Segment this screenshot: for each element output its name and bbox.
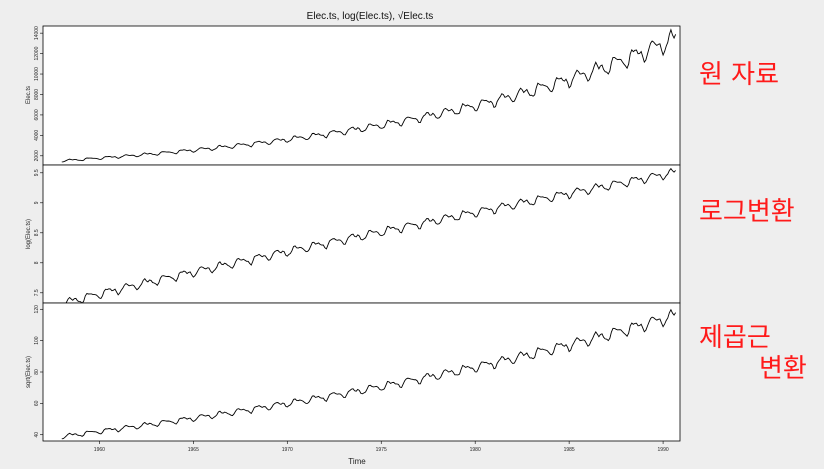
panel-raw-ytick-label: 10000 bbox=[34, 67, 40, 81]
x-axis-label: Time bbox=[348, 457, 366, 466]
annotation-sqrt-line1: 제곱근 bbox=[699, 323, 771, 353]
panel-sqrt-series-line bbox=[61, 308, 676, 440]
panel-raw-ytick-label: 14000 bbox=[34, 26, 40, 40]
panel-sqrt-ytick-label: 120 bbox=[34, 305, 40, 314]
panel-log-ytick-label: 8 bbox=[34, 261, 40, 264]
panel-raw-ytick-label: 6000 bbox=[34, 109, 40, 120]
panel-log: log(Elec.ts) 7.5 8 8.5 9 9.5 bbox=[26, 164, 681, 309]
panel-sqrt-ytick-label: 100 bbox=[34, 336, 40, 345]
chart-title: Elec.ts, log(Elec.ts), √Elec.ts bbox=[307, 10, 434, 22]
panel-sqrt-ylabel: sqrt(Elec.ts) bbox=[26, 356, 32, 388]
x-tick-label: 1965 bbox=[188, 447, 199, 453]
panel-sqrt-ytick-label: 80 bbox=[34, 369, 40, 375]
panel-raw-ytick-label: 8000 bbox=[34, 89, 40, 100]
panel-raw-ytick-label: 2000 bbox=[34, 150, 40, 161]
panel-raw-ylabel: Elec.ts bbox=[26, 86, 32, 104]
panel-sqrt-frame bbox=[42, 302, 681, 442]
x-tick-label: 1975 bbox=[376, 447, 387, 453]
panel-raw-frame bbox=[42, 25, 681, 166]
panel-log-ytick-label: 8.5 bbox=[34, 229, 40, 236]
x-tick-label: 1990 bbox=[658, 447, 669, 453]
panel-raw-ytick-label: 4000 bbox=[34, 130, 40, 141]
annotation-sqrt-line2: 변환 bbox=[759, 354, 807, 384]
panel-raw: Elec.ts 2000 4000 6000 8000 10000 12000 14000 bbox=[26, 25, 681, 166]
x-tick-label: 1960 bbox=[94, 447, 105, 453]
x-tick-label: 1985 bbox=[564, 447, 575, 453]
panel-raw-ytick-label: 12000 bbox=[34, 46, 40, 60]
panel-raw-series-line bbox=[61, 28, 677, 163]
x-tick-label: 1970 bbox=[282, 447, 293, 453]
annotation-raw: 원 자료 bbox=[699, 60, 780, 90]
panel-log-ytick-label: 9 bbox=[34, 201, 40, 204]
panel-log-frame bbox=[42, 164, 681, 304]
panel-sqrt-ytick-label: 60 bbox=[34, 400, 40, 406]
panel-log-series-line bbox=[61, 167, 676, 309]
x-axis: 1960 1965 1970 1975 1980 1985 1990 bbox=[94, 441, 669, 453]
panel-log-ylabel: log(Elec.ts) bbox=[26, 219, 32, 249]
panel-log-ytick-label: 9.5 bbox=[34, 169, 40, 176]
x-tick-label: 1980 bbox=[470, 447, 481, 453]
panel-sqrt: sqrt(Elec.ts) 40 60 80 100 120 bbox=[26, 302, 681, 442]
panel-log-ytick-label: 7.5 bbox=[34, 289, 40, 296]
annotation-log: 로그변환 bbox=[699, 197, 795, 227]
panel-sqrt-ytick-label: 40 bbox=[34, 432, 40, 438]
